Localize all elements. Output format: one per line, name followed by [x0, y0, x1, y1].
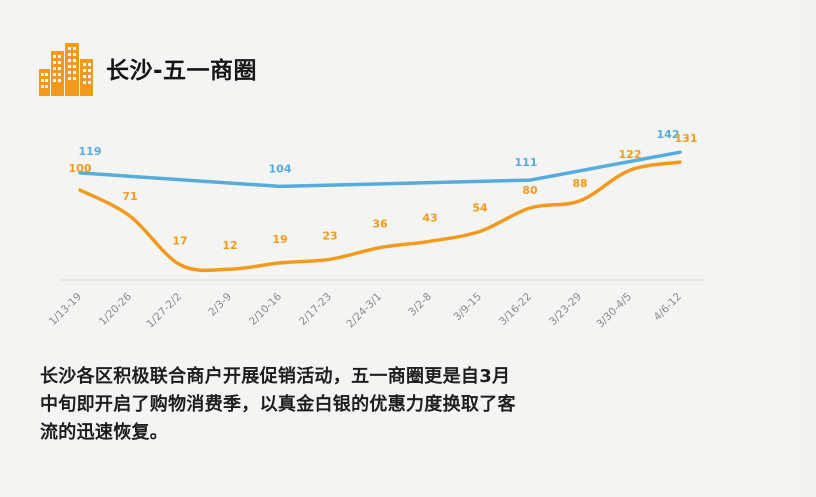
data-label: 122 — [619, 148, 642, 161]
x-tick-label: 4/6-12 — [652, 291, 685, 324]
series-line — [78, 150, 682, 189]
x-tick-label: 3/2-8 — [406, 291, 434, 319]
data-label: 23 — [322, 229, 337, 242]
caption-line: 长沙各区积极联合商户开展促销活动，五一商圈更是自3月 — [40, 366, 511, 387]
data-label: 71 — [122, 190, 137, 203]
x-tick-label: 3/9-15 — [452, 291, 485, 324]
line-chart: 119 104 111 142 100 71 17 12 19 23 36 43 54 80 88 122 13… — [47, 128, 705, 331]
data-label: 43 — [422, 211, 437, 224]
data-label: 36 — [372, 218, 388, 231]
caption-line: 中旬即开启了购物消费季，以真金白银的优惠力度换取了客 — [40, 394, 516, 415]
header: 长沙-五一商圈 — [38, 40, 257, 96]
x-tick-label: 2/24-3/1 — [344, 291, 384, 331]
x-tick-label: 2/17-23 — [297, 291, 334, 328]
data-label: 100 — [69, 162, 92, 175]
x-tick-label: 1/20-26 — [97, 290, 135, 328]
x-tick-label: 2/10-16 — [247, 290, 285, 328]
x-tick-label: 3/16-22 — [497, 291, 534, 328]
x-tick-label: 1/27-2/2 — [144, 291, 184, 331]
data-label: 88 — [572, 177, 587, 190]
data-label: 104 — [269, 162, 292, 175]
caption: 长沙各区积极联合商户开展促销活动，五一商圈更是自3月 中旬即开启了购物消费季，以… — [40, 363, 740, 447]
page-title: 长沙-五一商圈 — [106, 58, 258, 84]
x-tick-label: 3/30-4/5 — [594, 291, 634, 331]
x-tick-label: 1/13-19 — [47, 291, 84, 328]
data-label: 12 — [222, 239, 237, 252]
data-label: 131 — [675, 132, 698, 145]
data-label: 19 — [272, 233, 287, 246]
x-tick-label: 3/23-29 — [547, 291, 584, 328]
data-label: 119 — [79, 145, 102, 158]
data-label: 111 — [515, 156, 538, 169]
series-line — [78, 160, 682, 273]
data-label: 80 — [522, 184, 538, 197]
data-label: 142 — [657, 128, 680, 141]
city-buildings-icon — [39, 43, 93, 96]
data-label: 17 — [172, 235, 187, 248]
data-label: 54 — [472, 201, 488, 214]
caption-line: 流的迅速恢复。 — [40, 422, 169, 443]
x-tick-label: 2/3-9 — [206, 291, 234, 319]
